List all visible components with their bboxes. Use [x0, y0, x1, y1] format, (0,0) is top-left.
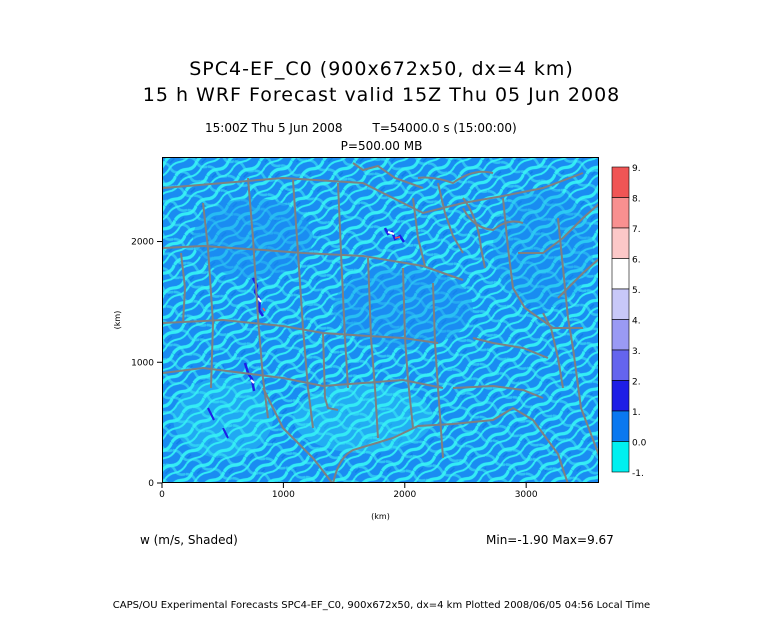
colorbar-label: 7. [632, 225, 641, 235]
y-tick-label: 0 [148, 479, 154, 489]
colorbar-label: -1. [632, 469, 644, 479]
field-description: w (m/s, Shaded) [140, 533, 238, 547]
colorbar-label: 3. [632, 347, 641, 357]
valid-time: 15:00Z Thu 5 Jun 2008 [205, 121, 343, 135]
plot-title: SPC4-EF_C0 (900x672x50, dx=4 km) [189, 58, 574, 80]
y-tick-label: 2000 [131, 238, 154, 248]
vertical-velocity-map [163, 158, 598, 482]
model-seconds: T=54000.0 s (15:00:00) [372, 121, 517, 135]
colorbar-label: 5. [632, 286, 641, 296]
pressure-level: P=500.00 MB [340, 139, 423, 153]
colorbar-swatch [611, 319, 630, 351]
map-borders [163, 162, 598, 482]
shaded-field [163, 158, 598, 482]
y-axis-label: (km) [113, 311, 122, 330]
colorbar-swatch [611, 166, 630, 198]
x-tick-label: 2000 [393, 490, 416, 500]
colorbar-swatch [611, 197, 630, 229]
colorbar-swatch [611, 441, 630, 473]
colorbar-label: 9. [632, 164, 641, 174]
colorbar-label: 8. [632, 195, 641, 205]
y-tick-label: 1000 [131, 358, 154, 368]
colorbar-swatch [611, 410, 630, 442]
colorbar-swatch [611, 288, 630, 320]
credit-line: CAPS/OU Experimental Forecasts SPC4-EF_C… [112, 600, 651, 611]
valid-time-line: 15:00Z Thu 5 Jun 2008 T=54000.0 s (15:00:… [205, 121, 517, 135]
map-panel [162, 157, 599, 483]
colorbar-swatch [611, 349, 630, 381]
colorbar-label: 1. [632, 408, 641, 418]
colorbar-swatch [611, 380, 630, 412]
colorbar-swatch [611, 227, 630, 259]
x-tick-label: 0 [159, 490, 165, 500]
x-tick-label: 1000 [272, 490, 295, 500]
plot-subtitle: 15 h WRF Forecast valid 15Z Thu 05 Jun 2… [142, 84, 621, 106]
x-axis-label: (km) [371, 512, 390, 521]
x-tick-label: 3000 [515, 490, 538, 500]
colorbar-label: 4. [632, 317, 641, 327]
colorbar-label: 0.0 [632, 439, 647, 449]
min-max-readout: Min=-1.90 Max=9.67 [486, 533, 614, 547]
colorbar-label: 2. [632, 378, 641, 388]
colorbar-swatch [611, 258, 630, 290]
colorbar-label: 6. [632, 256, 641, 266]
